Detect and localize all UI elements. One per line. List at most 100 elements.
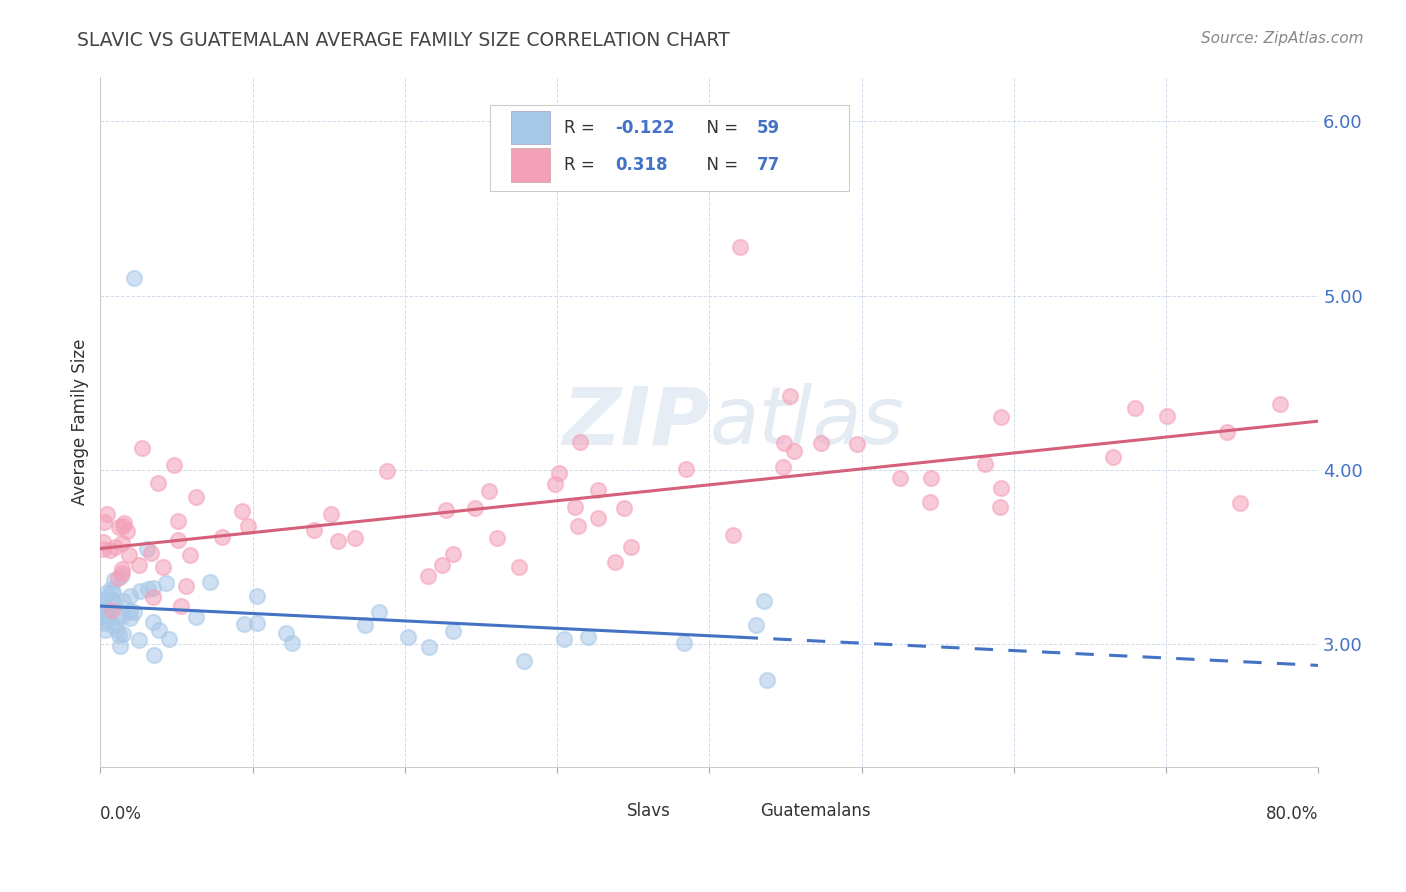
Point <box>111 562 134 576</box>
Point <box>990 481 1012 495</box>
Text: -0.122: -0.122 <box>616 119 675 136</box>
Point <box>107 571 129 585</box>
Point <box>368 605 391 619</box>
Point <box>304 523 326 537</box>
Point <box>100 582 122 596</box>
FancyBboxPatch shape <box>593 798 620 824</box>
Point <box>146 476 169 491</box>
Point <box>486 531 509 545</box>
Point <box>179 549 201 563</box>
Point <box>111 566 134 580</box>
Point <box>920 471 942 485</box>
Point <box>281 636 304 650</box>
Point <box>354 617 377 632</box>
Point <box>101 603 124 617</box>
Point <box>416 568 439 582</box>
Point <box>328 534 350 549</box>
Point <box>508 560 530 574</box>
Point <box>142 590 165 604</box>
Point <box>128 558 150 572</box>
Point <box>142 582 165 596</box>
Point <box>1101 450 1123 464</box>
Point <box>166 533 188 547</box>
Point <box>94 586 117 600</box>
Point <box>103 619 125 633</box>
Text: Guatemalans: Guatemalans <box>761 803 872 821</box>
Point <box>728 240 751 254</box>
Point <box>136 582 159 596</box>
Point <box>120 604 142 618</box>
Point <box>974 457 997 471</box>
Text: R =: R = <box>564 156 600 174</box>
Point <box>93 534 115 549</box>
Point <box>174 579 197 593</box>
Point <box>586 511 609 525</box>
Point <box>101 592 124 607</box>
Point <box>142 648 165 662</box>
FancyBboxPatch shape <box>491 105 849 191</box>
Point <box>108 628 131 642</box>
Point <box>779 388 801 402</box>
Point <box>613 501 636 516</box>
Point <box>91 602 114 616</box>
Point <box>184 610 207 624</box>
Point <box>375 464 398 478</box>
Point <box>108 520 131 534</box>
Y-axis label: Average Family Size: Average Family Size <box>72 339 89 505</box>
Text: ZIP: ZIP <box>562 383 709 461</box>
Point <box>120 610 142 624</box>
Point <box>118 589 141 603</box>
Point <box>112 593 135 607</box>
Point <box>184 491 207 505</box>
Text: 59: 59 <box>756 119 780 136</box>
Point <box>889 471 911 485</box>
Point <box>620 540 643 554</box>
Point <box>211 531 233 545</box>
Text: Slavs: Slavs <box>627 803 671 821</box>
Point <box>111 627 134 641</box>
Point <box>157 632 180 646</box>
Point <box>319 508 342 522</box>
Point <box>93 623 115 637</box>
Point <box>920 495 942 509</box>
Point <box>441 624 464 638</box>
Point <box>118 548 141 562</box>
Point <box>112 519 135 533</box>
Point <box>1216 425 1239 439</box>
Point <box>1229 496 1251 510</box>
Text: atlas: atlas <box>709 383 904 461</box>
Point <box>396 630 419 644</box>
Point <box>170 599 193 613</box>
Point <box>231 503 253 517</box>
Point <box>115 524 138 539</box>
Text: 0.0%: 0.0% <box>100 805 142 823</box>
Point <box>131 442 153 456</box>
Point <box>90 592 112 607</box>
Point <box>988 500 1011 514</box>
Text: N =: N = <box>696 156 744 174</box>
Point <box>148 624 170 638</box>
Point <box>576 631 599 645</box>
Point <box>93 616 115 631</box>
Point <box>513 654 536 668</box>
Point <box>91 595 114 609</box>
Point <box>198 574 221 589</box>
Point <box>721 527 744 541</box>
Point <box>107 610 129 624</box>
Point <box>754 593 776 607</box>
Point <box>101 585 124 599</box>
Point <box>586 483 609 497</box>
Point <box>105 623 128 637</box>
Point <box>236 518 259 533</box>
Point <box>441 547 464 561</box>
Point <box>112 516 135 530</box>
Point <box>990 409 1012 424</box>
Point <box>152 560 174 574</box>
Point <box>245 589 267 603</box>
Point <box>96 603 118 617</box>
Point <box>98 542 121 557</box>
Point <box>430 558 453 572</box>
Point <box>103 573 125 587</box>
Point <box>1156 409 1178 423</box>
Point <box>96 602 118 616</box>
